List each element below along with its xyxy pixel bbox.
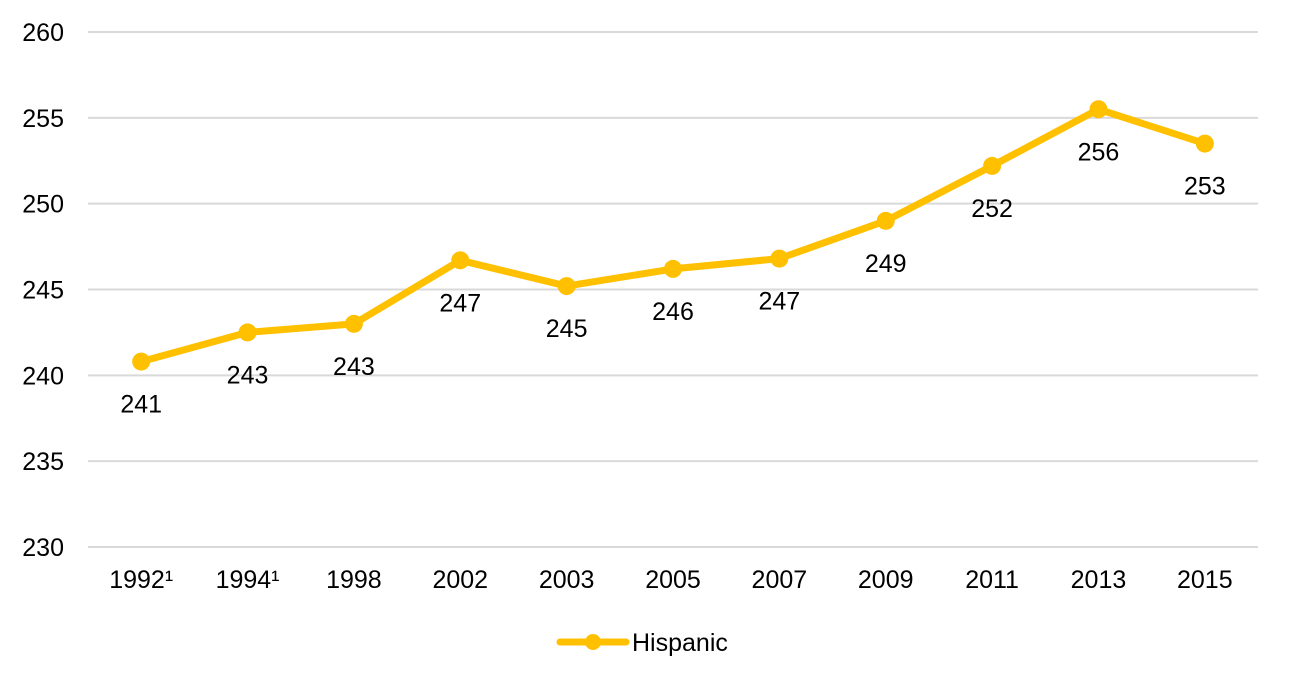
y-tick-label: 235 (22, 448, 64, 476)
data-label: 243 (227, 361, 269, 389)
x-tick-label: 1998 (326, 566, 382, 594)
x-tick-label: 1994¹ (216, 566, 280, 594)
x-tick-label: 2009 (858, 566, 914, 594)
data-label: 247 (759, 288, 801, 316)
data-point (1089, 100, 1108, 119)
x-tick-label: 2007 (752, 566, 808, 594)
data-point (238, 323, 257, 342)
y-tick-label: 255 (22, 105, 64, 133)
x-tick-label: 2003 (539, 566, 595, 594)
data-point (344, 314, 363, 333)
data-labels: 241 243 243 247 245 246 247 249 252 256 253 (120, 138, 1225, 418)
x-tick-label: 2015 (1177, 566, 1233, 594)
data-point (132, 352, 151, 371)
legend-entry-hispanic: Hispanic (632, 629, 728, 657)
data-label: 243 (333, 353, 375, 381)
data-label: 246 (652, 298, 694, 326)
data-label: 249 (865, 250, 907, 278)
x-tick-label: 2013 (1071, 566, 1127, 594)
y-tick-label: 250 (22, 191, 64, 219)
data-label: 252 (971, 195, 1013, 223)
x-tick-label: 1992¹ (109, 566, 173, 594)
y-tick-label: 230 (22, 534, 64, 562)
y-tick-label: 240 (22, 362, 64, 390)
x-axis-tick-labels: 1992¹ 1994¹ 1998 2002 2003 2005 2007 2009 2011 20… (109, 566, 1232, 594)
data-label: 245 (546, 315, 588, 343)
data-label: 241 (120, 391, 162, 419)
y-tick-label: 245 (22, 277, 64, 305)
data-point (1195, 134, 1214, 153)
y-axis-tick-labels: 230 235 240 245 250 255 260 (22, 19, 64, 562)
legend-point-marker (585, 634, 601, 650)
data-label: 253 (1184, 173, 1226, 201)
x-tick-label: 2002 (432, 566, 488, 594)
data-point (876, 211, 895, 230)
data-point (664, 259, 682, 278)
gridlines (88, 31, 1258, 548)
legend: Hispanic (556, 629, 728, 657)
data-point (770, 249, 789, 268)
data-point (451, 251, 470, 270)
data-label: 256 (1078, 138, 1120, 166)
data-label: 247 (439, 289, 481, 317)
x-tick-label: 2011 (965, 566, 1019, 594)
x-tick-label: 2005 (645, 566, 701, 594)
y-tick-label: 260 (22, 19, 64, 47)
data-point (557, 277, 576, 296)
data-point (983, 156, 1002, 175)
series-hispanic (132, 100, 1214, 371)
